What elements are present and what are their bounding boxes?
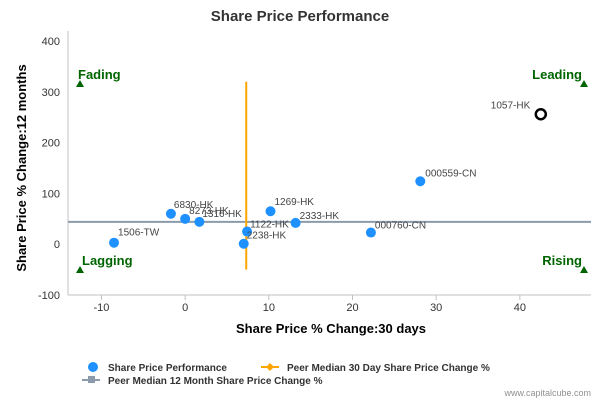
data-point-label: 1316-HK [202,209,242,220]
data-point-label: 1122-HK [250,220,289,231]
legend-marker-diamond [266,363,274,371]
quadrant-label-lagging: Lagging [82,253,133,268]
chart-title: Share Price Performance [211,8,389,25]
y-tick-label: -100 [38,290,60,302]
highlighted-data-point [534,108,548,121]
data-point-label: 000559-CN [425,168,476,179]
data-point-label: 1269-HK [275,197,315,208]
quadrant-marker-triangle [76,266,84,273]
data-point [238,238,249,249]
data-point [180,213,191,224]
y-tick-label: 100 [42,188,60,200]
y-tick-label: 300 [42,87,60,99]
data-point [415,176,426,187]
x-axis-title: Share Price % Change:30 days [236,321,426,336]
legend-label: Peer Median 12 Month Share Price Change … [108,376,323,387]
x-tick-label: 0 [182,302,188,314]
data-point [165,208,176,219]
x-tick-label: -10 [94,302,110,314]
y-tick-label: 400 [42,36,60,48]
legend: Share Price Performance Peer Median 30 Da… [82,362,490,387]
quadrant-label-fading: Fading [78,67,121,82]
y-tick-label: 0 [54,239,60,251]
data-point-label: 1506-TW [118,228,160,239]
data-point-label: 000760-CN [375,221,426,232]
data-point [242,226,253,237]
legend-marker-dot [88,362,98,372]
quadrant-marker-triangle [580,266,588,273]
data-point [194,216,205,227]
x-tick-label: 20 [346,302,358,314]
x-tick-label: 30 [430,302,442,314]
data-point-label: 2333-HK [300,211,340,222]
legend-marker-square [88,376,95,383]
quadrant-label-leading: Leading [532,67,582,82]
x-tick-label: 40 [514,302,526,314]
data-point [265,206,276,217]
legend-label: Share Price Performance [108,363,227,374]
y-axis-title: Share Price % Change:12 months [14,64,29,271]
data-point-label: 2238-HK [247,231,287,242]
x-tick-label: 10 [263,302,275,314]
data-point-label: 8273-HK [189,206,229,217]
legend-label: Peer Median 30 Day Share Price Change % [287,363,490,374]
data-point [109,237,120,248]
data-point-label: 1057-HK [491,100,531,111]
data-point [290,217,301,228]
y-tick-label: 200 [42,138,60,150]
data-point-label: 6830-HK [174,200,214,211]
quadrant-marker-triangle [76,80,84,87]
quadrant-marker-triangle [580,80,588,87]
credit-text: www.capitalcube.com [503,388,591,398]
quadrant-label-rising: Rising [542,253,582,268]
data-point [365,227,376,238]
